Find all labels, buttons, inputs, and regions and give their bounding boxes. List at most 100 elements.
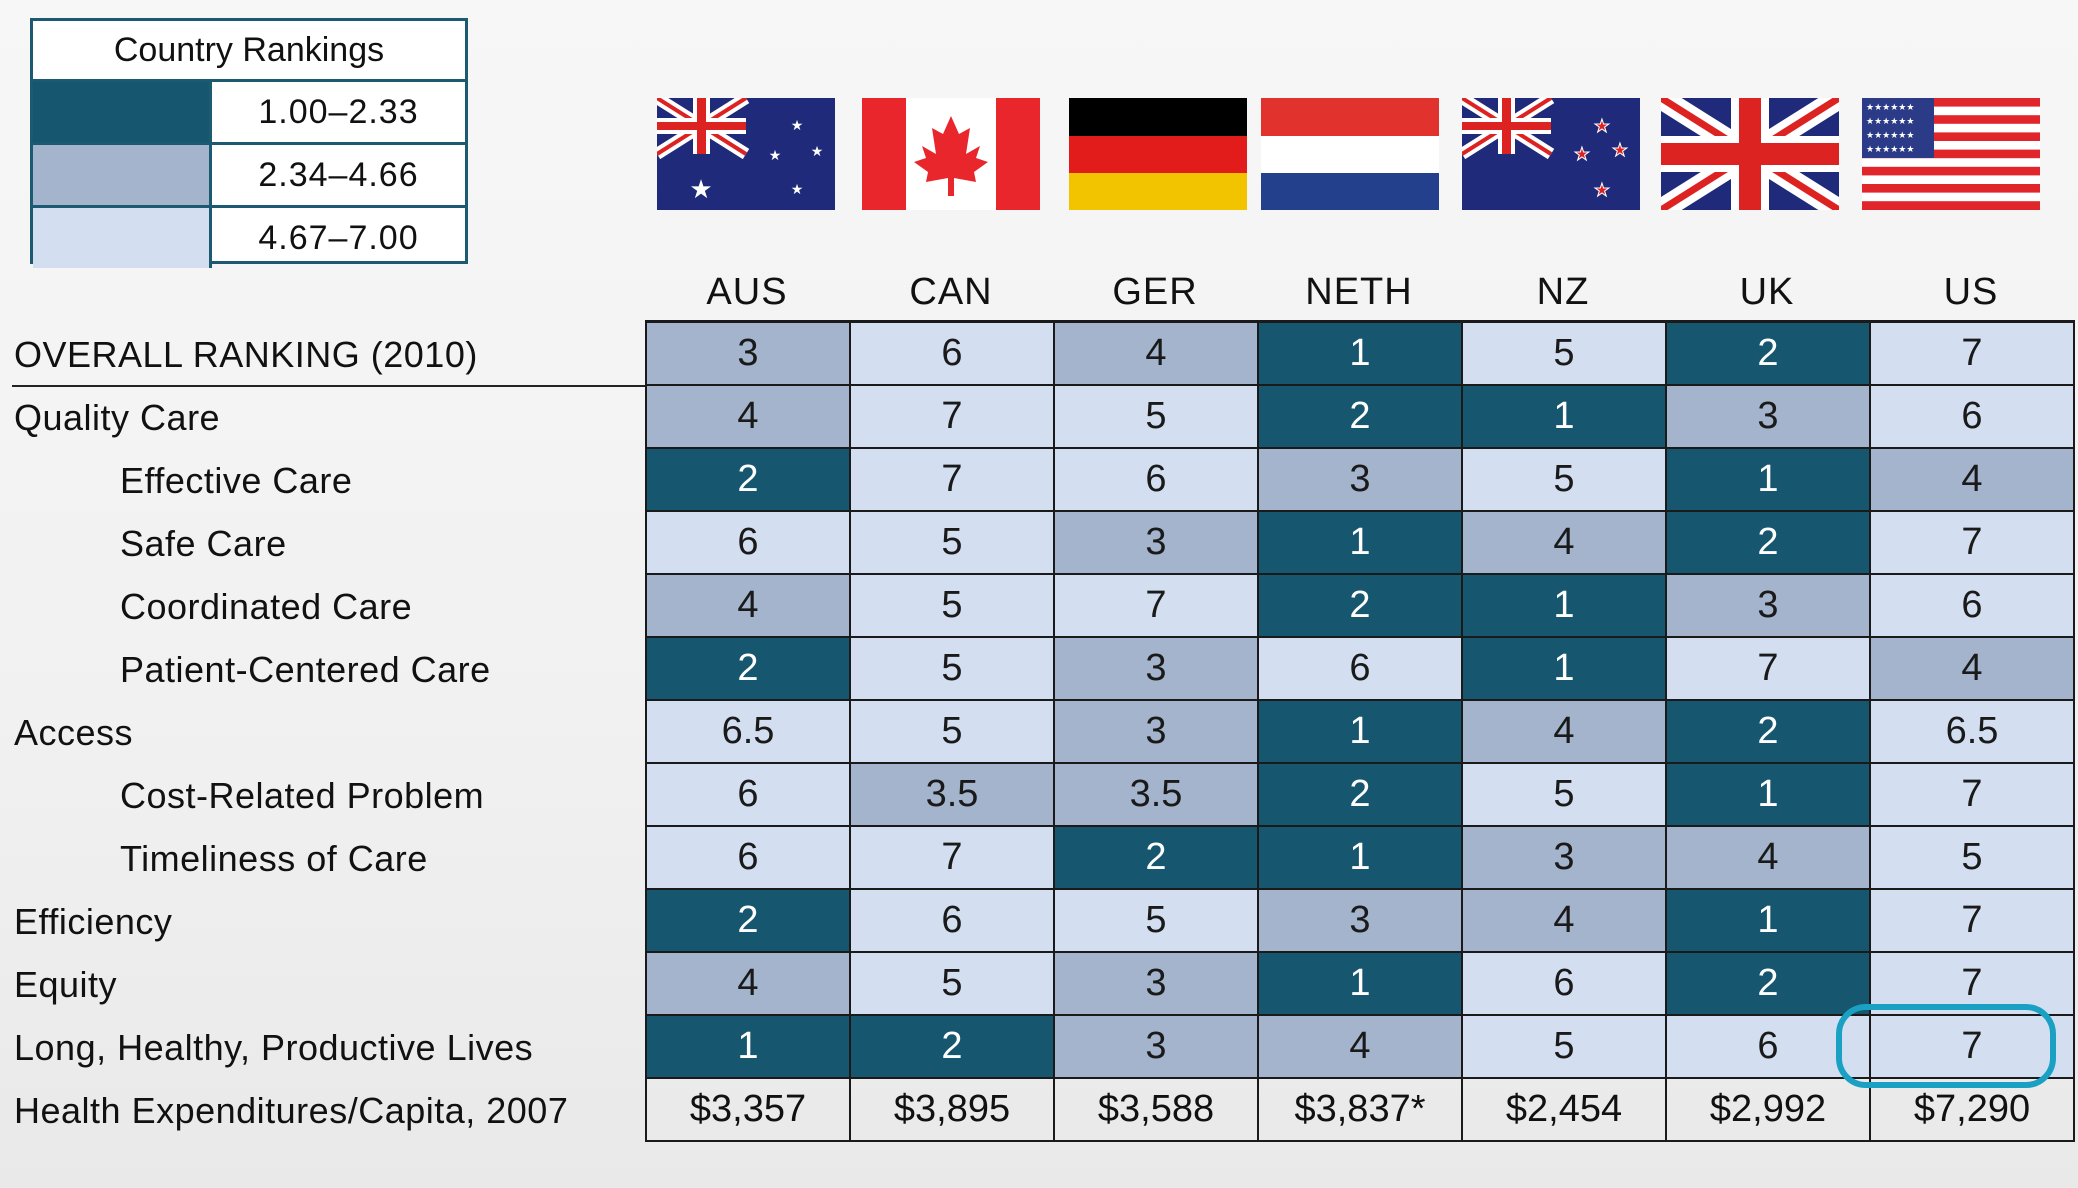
row-label-access: Access [14, 711, 134, 753]
rank-cell: 6 [647, 764, 851, 827]
rank-cell: 3 [1055, 953, 1259, 1016]
expenditure-cell: $3,837* [1259, 1079, 1463, 1142]
rank-cell: 4 [1463, 701, 1667, 764]
legend-row-bottom: 4.67–7.00 [33, 208, 465, 268]
rank-cell: 1 [1463, 386, 1667, 449]
row-label-health-expenditures: Health Expenditures/Capita, 2007 [14, 1089, 569, 1131]
svg-text:★: ★ [791, 117, 804, 133]
rank-cell: 6 [1055, 449, 1259, 512]
rank-cell: 6 [851, 323, 1055, 386]
expenditure-cell: $3,588 [1055, 1079, 1259, 1142]
rank-cell: 6 [851, 890, 1055, 953]
rank-cell: 7 [851, 386, 1055, 449]
row-label-long-healthy-productive-lives: Long, Healthy, Productive Lives [14, 1026, 534, 1068]
rank-cell: 6 [647, 827, 851, 890]
rank-cell: 2 [1259, 764, 1463, 827]
rank-cell: 1 [1259, 323, 1463, 386]
row-label-quality-care: Quality Care [14, 396, 221, 438]
column-header-uk: UK [1739, 270, 1795, 313]
svg-text:★: ★ [769, 147, 782, 163]
rank-cell: 6 [647, 512, 851, 575]
rank-cell: 2 [1259, 575, 1463, 638]
rank-cell: 7 [1871, 512, 2075, 575]
germany-flag-icon [1069, 98, 1247, 210]
legend-range-middle: 2.34–4.66 [258, 155, 419, 194]
rank-cell: 3 [1259, 890, 1463, 953]
overall-ranking-divider [12, 385, 647, 387]
rank-cell: 3 [1667, 575, 1871, 638]
australia-flag-icon: ★ ★ ★ ★ ★ [657, 98, 835, 210]
rank-cell: 1 [647, 1016, 851, 1079]
rank-cell: 6.5 [647, 701, 851, 764]
row-label-cost-related-problem: Cost-Related Problem [120, 774, 485, 816]
legend-swatch-light [33, 208, 212, 268]
rank-cell: 5 [851, 638, 1055, 701]
rank-cell: 5 [1055, 890, 1259, 953]
rank-cell: 2 [1667, 953, 1871, 1016]
rank-cell: 2 [851, 1016, 1055, 1079]
rank-cell: 1 [1667, 449, 1871, 512]
legend: Country Rankings 1.00–2.33 2.34–4.66 4.6… [30, 18, 468, 268]
rank-cell: 7 [1667, 638, 1871, 701]
rank-cell: 4 [1055, 323, 1259, 386]
rank-cell: 5 [1871, 827, 2075, 890]
legend-range-bottom: 4.67–7.00 [258, 218, 419, 257]
rank-cell: 2 [647, 638, 851, 701]
uk-flag-icon [1661, 98, 1839, 210]
rank-cell: 7 [851, 449, 1055, 512]
legend-swatch-mid [33, 145, 212, 205]
svg-text:★★★★★★: ★★★★★★ [1866, 130, 1914, 140]
column-header-aus: AUS [706, 270, 788, 313]
svg-text:★: ★ [1612, 140, 1628, 160]
legend-range-top: 1.00–2.33 [258, 92, 419, 131]
rank-cell: 2 [647, 890, 851, 953]
rank-cell: 3 [1055, 638, 1259, 701]
svg-text:★: ★ [1594, 180, 1610, 200]
rank-cell: 3 [1055, 701, 1259, 764]
rank-cell: 1 [1259, 512, 1463, 575]
row-label-overall-ranking: OVERALL RANKING (2010) [14, 333, 478, 375]
rank-cell: 7 [1871, 890, 2075, 953]
rank-cell: 5 [1463, 323, 1667, 386]
row-label-effective-care: Effective Care [120, 459, 353, 501]
rank-cell: 1 [1259, 953, 1463, 1016]
rank-cell: 1 [1667, 764, 1871, 827]
rank-cell: 6 [1871, 575, 2075, 638]
rank-cell: 4 [647, 575, 851, 638]
legend-title: Country Rankings [33, 21, 465, 82]
rank-cell: 4 [1871, 449, 2075, 512]
rank-cell: 6.5 [1871, 701, 2075, 764]
legend-row-top: 1.00–2.33 [33, 82, 465, 145]
svg-text:★: ★ [791, 181, 804, 197]
rank-cell: 4 [1463, 512, 1667, 575]
rank-cell: 7 [1055, 575, 1259, 638]
rank-cell: 2 [1667, 323, 1871, 386]
rank-cell: 2 [1667, 701, 1871, 764]
expenditure-cell: $3,895 [851, 1079, 1055, 1142]
rank-cell: 1 [1259, 701, 1463, 764]
rank-cell: 7 [1871, 323, 2075, 386]
rank-cell: 5 [1463, 449, 1667, 512]
rank-cell: 2 [1055, 827, 1259, 890]
column-header-neth: NETH [1305, 270, 1413, 313]
netherlands-flag-icon [1261, 98, 1439, 210]
rank-cell: 5 [851, 575, 1055, 638]
expenditure-cell: $2,454 [1463, 1079, 1667, 1142]
rank-cell: 3 [1055, 1016, 1259, 1079]
rank-cell: 4 [1463, 890, 1667, 953]
rank-cell: 3 [1055, 512, 1259, 575]
svg-text:★: ★ [811, 143, 824, 159]
expenditure-cell: $7,290 [1871, 1079, 2075, 1142]
rank-cell: 1 [1259, 827, 1463, 890]
svg-text:★: ★ [689, 174, 712, 204]
rank-cell: 2 [1259, 386, 1463, 449]
rank-cell: 1 [1463, 575, 1667, 638]
rank-cell: 7 [851, 827, 1055, 890]
rank-cell: 5 [851, 701, 1055, 764]
column-header-ger: GER [1112, 270, 1198, 313]
canada-flag-icon [862, 98, 1040, 210]
rank-cell: 1 [1667, 890, 1871, 953]
rank-cell: 4 [1871, 638, 2075, 701]
column-header-us: US [1943, 270, 1999, 313]
